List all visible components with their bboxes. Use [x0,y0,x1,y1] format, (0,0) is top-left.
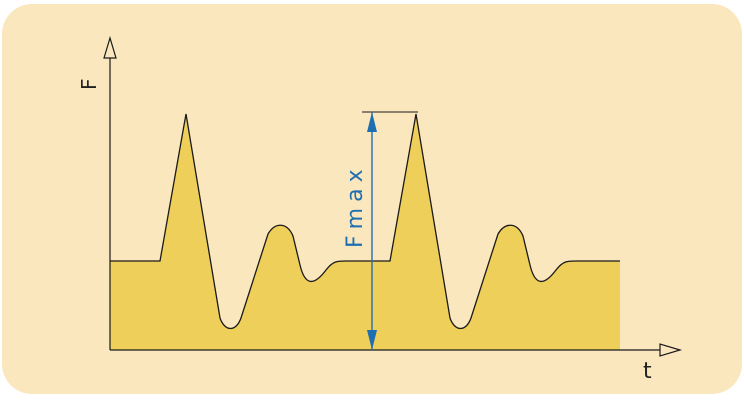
load-curve-area [110,114,620,350]
y-axis-label: F [77,78,101,90]
fmax-label: Fmax [343,163,368,248]
x-axis-label: t [643,359,652,384]
fmax-arrowhead-top [367,112,377,132]
fmax-arrowhead-bottom [367,330,377,350]
load-curve-line [110,113,620,330]
x-axis-arrowhead [659,343,683,357]
y-axis-arrowhead [103,35,117,59]
